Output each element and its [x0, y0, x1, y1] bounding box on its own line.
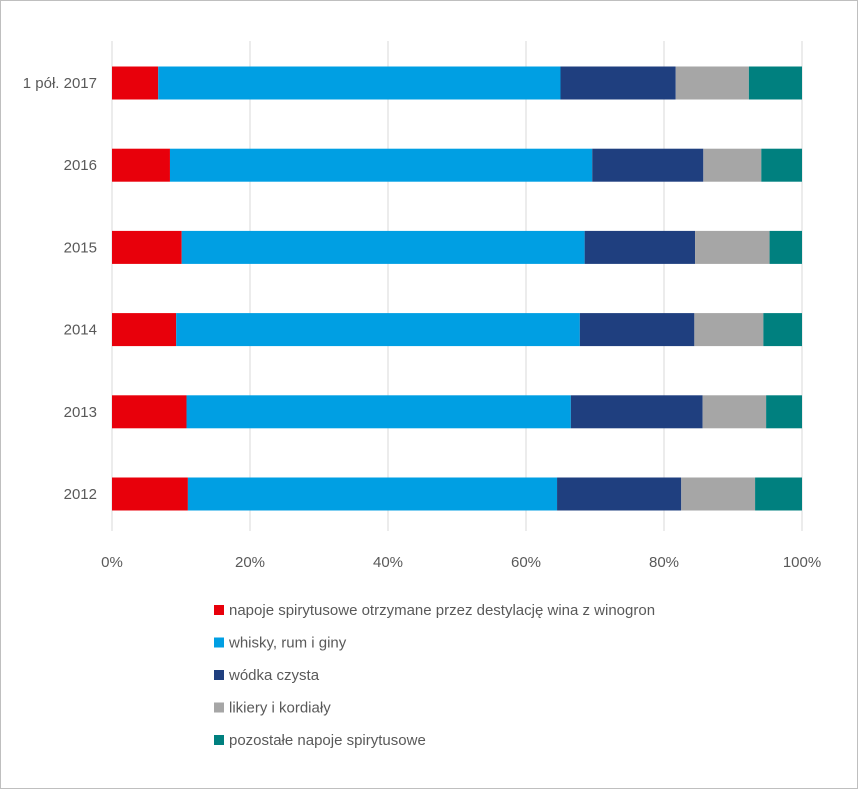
bar-segment-2012-s0: [112, 477, 188, 511]
bar-segment-1-p-2017-s1: [158, 66, 561, 100]
x-tick-label: 0%: [101, 554, 123, 571]
bar-segment-2013-s2: [570, 395, 703, 429]
bar-segment-2013-s3: [702, 395, 767, 429]
category-label: 2015: [64, 239, 97, 256]
x-tick-label: 80%: [649, 554, 679, 571]
bar-segment-2016-s3: [703, 148, 762, 182]
bar-segment-2015-s2: [584, 230, 696, 264]
x-tick-label: 40%: [373, 554, 403, 571]
gridlines: [111, 41, 803, 531]
bar-segment-1-p-2017-s4: [748, 66, 802, 100]
category-labels: 1 pół. 2017 2016 2015 2014 2013 2012: [23, 75, 97, 503]
bar-segment-2013-s1: [186, 395, 571, 429]
legend-swatch: [214, 605, 224, 615]
legend: napoje spirytusowe otrzymane przez desty…: [214, 602, 655, 749]
category-label: 2014: [64, 322, 97, 339]
bar-segment-2016-s4: [761, 148, 802, 182]
x-tick-label: 60%: [511, 554, 541, 571]
category-label: 2012: [64, 486, 97, 503]
bar-segment-2013-s0: [112, 395, 187, 429]
bar-segment-2014-s4: [763, 313, 802, 347]
legend-label: whisky, rum i giny: [228, 635, 347, 652]
x-tick-label: 20%: [235, 554, 265, 571]
x-tick-labels: 0% 20% 40% 60% 80% 100%: [101, 554, 821, 571]
bar-segment-2016-s2: [592, 148, 704, 182]
category-label: 2013: [64, 404, 97, 421]
legend-swatch: [214, 637, 224, 648]
legend-label: pozostałe napoje spirytusowe: [229, 732, 426, 749]
bar-segment-1-p-2017-s3: [675, 66, 749, 100]
bar-segment-2012-s2: [557, 477, 682, 511]
bar-segment-2016-s1: [169, 148, 593, 182]
bar-segment-2014-s0: [112, 313, 177, 347]
bar-segment-1-p-2017-s0: [112, 66, 159, 100]
bar-segment-2012-s3: [681, 477, 756, 511]
bar-segment-2014-s3: [694, 313, 764, 347]
category-label: 1 pół. 2017: [23, 75, 97, 92]
bar-segment-2015-s3: [695, 230, 770, 264]
x-tick-label: 100%: [783, 554, 821, 571]
bar-segment-2015-s0: [112, 230, 182, 264]
bar-segment-2013-s4: [766, 395, 802, 429]
bar-segment-2015-s1: [181, 230, 585, 264]
category-label: 2016: [64, 157, 97, 174]
bar-segment-2012-s4: [755, 477, 802, 511]
legend-swatch: [214, 702, 224, 713]
legend-swatch: [214, 670, 224, 680]
bar-segment-1-p-2017-s2: [560, 66, 676, 100]
bars: [112, 66, 802, 511]
legend-label: wódka czysta: [228, 667, 320, 684]
bar-segment-2014-s2: [579, 313, 695, 347]
bar-segment-2014-s1: [176, 313, 580, 347]
legend-swatch: [214, 735, 224, 745]
bar-segment-2016-s0: [112, 148, 170, 182]
legend-label: likiery i kordiały: [229, 700, 331, 717]
legend-label: napoje spirytusowe otrzymane przez desty…: [229, 602, 655, 619]
bar-segment-2012-s1: [187, 477, 558, 511]
bar-segment-2015-s4: [769, 230, 802, 264]
